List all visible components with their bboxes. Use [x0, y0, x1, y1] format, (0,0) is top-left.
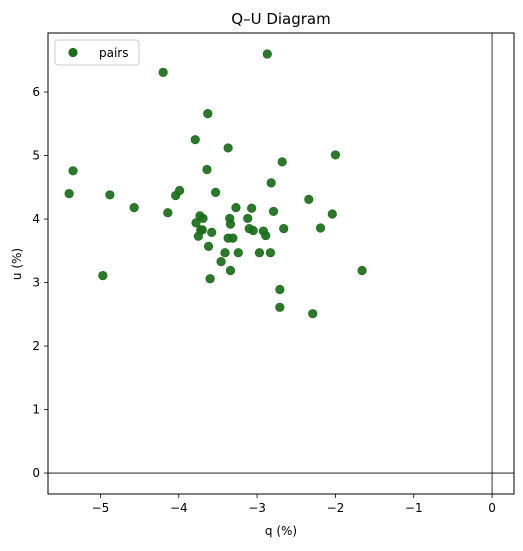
- data-point: [220, 248, 230, 258]
- data-point: [243, 213, 253, 224]
- data-point: [254, 248, 265, 258]
- data-point: [228, 233, 238, 243]
- data-point: [330, 150, 341, 160]
- data-point: [265, 248, 276, 258]
- data-point: [225, 265, 236, 276]
- x-tick-label: −3: [248, 501, 266, 515]
- data-points-layer: [64, 49, 367, 319]
- data-point: [203, 109, 213, 119]
- data-point: [64, 189, 74, 199]
- data-point: [158, 67, 168, 77]
- data-point: [174, 185, 185, 196]
- zero-reference-lines: [48, 33, 514, 494]
- data-point: [304, 194, 314, 204]
- data-point: [68, 166, 78, 176]
- data-point: [223, 143, 233, 153]
- data-point: [191, 218, 201, 228]
- data-point: [279, 223, 289, 234]
- data-point: [248, 225, 258, 236]
- data-point: [197, 225, 207, 235]
- data-point: [247, 203, 257, 213]
- data-point: [315, 223, 326, 233]
- data-point: [216, 256, 226, 267]
- data-point: [275, 284, 285, 295]
- data-point: [129, 203, 139, 213]
- y-axis-ticks: 0 1 2 3 4 5 6: [32, 85, 48, 480]
- y-tick-label: 1: [32, 403, 40, 417]
- data-point: [231, 203, 241, 213]
- legend-box: [54, 39, 140, 66]
- data-point: [225, 219, 236, 229]
- data-point: [203, 241, 214, 251]
- y-tick-label: 4: [32, 212, 40, 226]
- x-tick-label: −1: [405, 501, 423, 515]
- data-point: [105, 190, 115, 200]
- data-point: [268, 206, 279, 217]
- legend-label-pairs: pairs: [99, 46, 129, 60]
- data-point: [198, 213, 208, 224]
- y-tick-label: 6: [32, 85, 40, 99]
- legend: pairs: [54, 39, 140, 66]
- data-point: [98, 270, 108, 281]
- y-tick-label: 0: [32, 466, 40, 480]
- data-point: [277, 157, 287, 167]
- x-axis-label: q (%): [265, 524, 297, 538]
- x-axis-ticks: −5 −4 −3 −2 −1 0: [92, 494, 496, 515]
- y-tick-label: 5: [32, 149, 40, 163]
- legend-marker: [68, 47, 78, 58]
- y-axis-label: u (%): [10, 248, 24, 280]
- chart-title: Q–U Diagram: [231, 10, 330, 28]
- x-tick-label: −4: [170, 501, 188, 515]
- x-tick-label: −5: [92, 501, 110, 515]
- x-tick-label: −2: [327, 501, 345, 515]
- data-point: [275, 302, 285, 312]
- plot-frame: [47, 32, 515, 495]
- y-tick-label: 2: [32, 339, 40, 353]
- data-point: [211, 187, 221, 197]
- data-point: [190, 135, 200, 145]
- data-point: [233, 248, 243, 258]
- data-point: [327, 209, 337, 219]
- data-point: [163, 208, 173, 218]
- y-tick-label: 3: [32, 276, 40, 290]
- x-tick-label: 0: [488, 501, 496, 515]
- data-point: [205, 274, 215, 284]
- data-point: [202, 164, 212, 175]
- data-point: [357, 265, 367, 276]
- data-point: [261, 230, 271, 241]
- data-point: [262, 49, 272, 59]
- data-point: [308, 309, 318, 319]
- data-point: [207, 227, 217, 237]
- data-point: [266, 178, 276, 188]
